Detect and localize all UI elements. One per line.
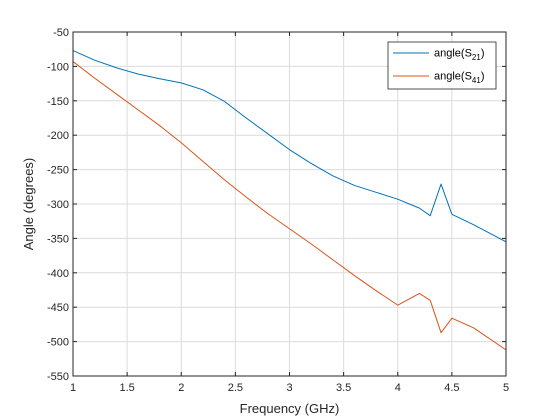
y-tick-label: -550 <box>47 371 69 383</box>
x-tick-label: 1 <box>70 382 76 394</box>
axis-ticks: 1 1.5 2 2.5 3 3.5 4 4.5 5 -550 -500 -450 -400 -350 -30… <box>47 27 509 394</box>
y-tick-label: -450 <box>47 302 69 314</box>
x-tick-label: 4.5 <box>444 382 459 394</box>
y-tick-label: -350 <box>47 233 69 245</box>
series-lines <box>72 50 507 351</box>
legend-label-s41: angle(S41) <box>434 71 485 86</box>
y-tick-label: -100 <box>47 61 69 73</box>
x-tick-label: 5 <box>503 382 509 394</box>
x-tick-label: 1.5 <box>119 382 134 394</box>
y-tick-label: -400 <box>47 268 69 280</box>
x-axis-label: Frequency (GHz) <box>240 401 340 416</box>
y-tick-label: -250 <box>47 165 69 177</box>
series-line-21 <box>72 50 507 243</box>
series-line-41 <box>72 61 507 351</box>
y-tick-label: -50 <box>53 27 69 39</box>
x-tick-label: 3 <box>286 382 292 394</box>
x-tick-label: 2.5 <box>228 382 243 394</box>
y-tick-label: -150 <box>47 96 69 108</box>
x-tick-label: 4 <box>395 382 401 394</box>
legend-label-s21: angle(S21) <box>434 48 485 63</box>
x-tick-label: 2 <box>178 382 184 394</box>
x-tick-label: 3.5 <box>336 382 351 394</box>
legend-box <box>387 41 497 90</box>
y-tick-label: -200 <box>47 130 69 142</box>
y-tick-label: -500 <box>47 337 69 349</box>
legend: angle(S21) angle(S41) <box>387 41 497 90</box>
y-tick-label: -300 <box>47 199 69 211</box>
y-axis-label: Angle (degrees) <box>21 158 36 251</box>
